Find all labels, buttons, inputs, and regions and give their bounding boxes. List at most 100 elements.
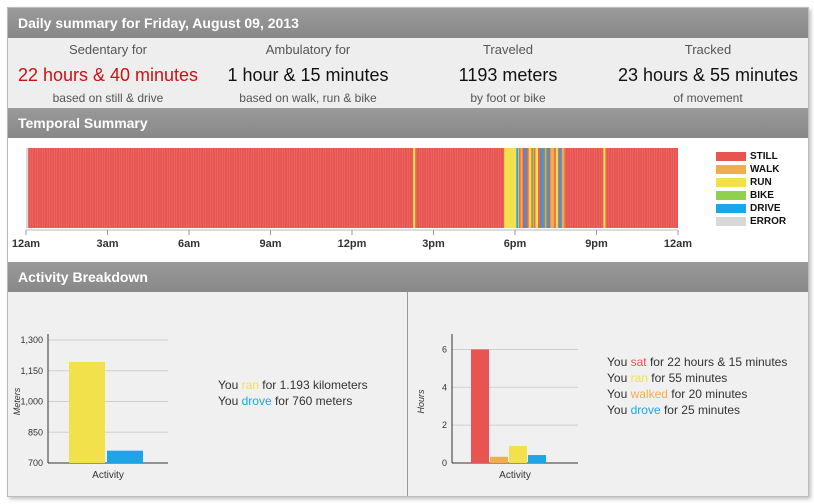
message-suffix: for 1.193 kilometers bbox=[258, 378, 368, 392]
daily-summary-panel: Daily summary for Friday, August 09, 201… bbox=[7, 7, 809, 497]
stat-label: Ambulatory for bbox=[265, 42, 351, 57]
legend-swatch bbox=[716, 178, 746, 187]
timeline-segment bbox=[413, 148, 416, 228]
stats-row: Sedentary for 22 hours & 40 minutes base… bbox=[8, 38, 808, 108]
timeline-segment bbox=[544, 148, 547, 228]
breakdown-message: You walked for 20 minutes bbox=[607, 386, 792, 402]
legend-label: BIKE bbox=[750, 190, 774, 201]
message-suffix: for 25 minutes bbox=[660, 403, 740, 417]
message-activity: drove bbox=[630, 403, 661, 417]
message-activity: ran bbox=[630, 371, 648, 385]
stat-label: Traveled bbox=[482, 42, 534, 57]
activity-breakdown: 700 850 1,000 1,150 1,300 Activity Meters You … bbox=[8, 292, 808, 496]
legend-swatch bbox=[716, 204, 746, 213]
message-activity: walked bbox=[630, 387, 668, 401]
breakdown-divider bbox=[407, 292, 408, 496]
timeline-tick-label: 3pm bbox=[422, 238, 445, 250]
breakdown-message: You ran for 55 minutes bbox=[607, 370, 792, 386]
stat-label: Sedentary for bbox=[68, 42, 148, 57]
y-tick-label: 2 bbox=[442, 420, 447, 430]
bar-run bbox=[69, 361, 105, 463]
message-suffix: for 760 meters bbox=[271, 394, 353, 408]
breakdown-title: Activity Breakdown bbox=[18, 269, 148, 285]
y-axis-label: Meters bbox=[12, 387, 22, 415]
legend-swatch bbox=[716, 165, 746, 174]
breakdown-message: You drove for 25 minutes bbox=[607, 402, 792, 418]
bar-run bbox=[509, 445, 527, 463]
message-prefix: You bbox=[607, 387, 631, 401]
temporal-header: Temporal Summary bbox=[8, 108, 808, 138]
y-tick-label: 6 bbox=[442, 344, 447, 354]
y-tick-label: 0 bbox=[442, 458, 447, 468]
timeline-segment bbox=[555, 148, 558, 228]
timeline-base bbox=[26, 148, 678, 228]
distance-messages: You ran for 1.193 kilometers You drove fo… bbox=[218, 377, 398, 409]
x-axis-label: Activity bbox=[92, 470, 124, 481]
temporal-title: Temporal Summary bbox=[18, 115, 148, 131]
bar-drive bbox=[528, 455, 546, 463]
message-activity: sat bbox=[630, 355, 647, 369]
timeline-tick-label: 3am bbox=[96, 238, 119, 250]
y-tick-label: 1,300 bbox=[20, 335, 43, 345]
timeline-tick-label: 9am bbox=[259, 238, 282, 250]
timeline-tick-label: 12am bbox=[663, 238, 693, 250]
bar-still bbox=[471, 349, 489, 463]
timeline-segment bbox=[516, 148, 519, 228]
message-prefix: You bbox=[607, 403, 631, 417]
y-tick-label: 1,150 bbox=[20, 366, 43, 376]
legend-label: RUN bbox=[750, 177, 772, 188]
breakdown-header: Activity Breakdown bbox=[8, 262, 808, 292]
distance-bar-chart: 700 850 1,000 1,150 1,300 Activity Meters bbox=[12, 334, 168, 481]
y-tick-label: 4 bbox=[442, 382, 447, 392]
message-suffix: for 20 minutes bbox=[667, 387, 748, 401]
message-prefix: You bbox=[607, 371, 631, 385]
stat-value: 1 hour & 15 minutes bbox=[227, 65, 389, 85]
y-tick-label: 1,000 bbox=[20, 397, 43, 407]
legend-swatch bbox=[716, 152, 746, 161]
summary-header: Daily summary for Friday, August 09, 201… bbox=[8, 8, 808, 38]
stat-label: Tracked bbox=[684, 42, 732, 57]
timeline-segment bbox=[504, 148, 520, 228]
timeline-segment bbox=[524, 148, 527, 228]
x-axis-label: Activity bbox=[499, 470, 531, 481]
stat-sub: based on still & drive bbox=[52, 91, 164, 105]
stat-value: 23 hours & 55 minutes bbox=[617, 65, 799, 85]
legend-label: DRIVE bbox=[750, 203, 781, 214]
temporal-chart: STILL WALK RUN BIKE DRIVE ERROR 12am 3am 6am 9am… bbox=[8, 138, 808, 262]
timeline-tick-label: 6am bbox=[177, 238, 201, 250]
message-prefix: You bbox=[218, 378, 242, 392]
legend-label: ERROR bbox=[750, 216, 787, 227]
timeline-segment bbox=[547, 148, 549, 228]
timeline-segment bbox=[520, 148, 523, 228]
legend-label: STILL bbox=[750, 151, 778, 162]
timeline-svg bbox=[25, 148, 679, 235]
timeline-segment bbox=[550, 148, 555, 228]
timeline-tick-label: 12pm bbox=[337, 238, 367, 250]
stat-sub: of movement bbox=[673, 91, 743, 105]
message-activity: drove bbox=[241, 394, 272, 408]
message-suffix: for 55 minutes bbox=[647, 371, 728, 385]
timeline-segment bbox=[532, 148, 535, 228]
time-messages: You sat for 22 hours & 15 minutes You ran… bbox=[607, 354, 792, 418]
breakdown-message: You sat for 22 hours & 15 minutes bbox=[607, 354, 792, 370]
stat-value: 1193 meters bbox=[458, 65, 558, 85]
message-prefix: You bbox=[218, 394, 242, 408]
breakdown-message: You drove for 760 meters bbox=[218, 393, 398, 409]
timeline-segment bbox=[535, 148, 539, 228]
y-tick-label: 700 bbox=[28, 458, 43, 468]
stat-sub: by foot or bike bbox=[470, 91, 546, 105]
stat-sub: based on walk, run & bike bbox=[239, 91, 377, 105]
message-suffix: for 22 hours & 15 minutes bbox=[646, 355, 788, 369]
message-prefix: You bbox=[607, 355, 631, 369]
bar-drive bbox=[107, 450, 143, 463]
timeline-tick-label: 6pm bbox=[503, 238, 527, 250]
timeline-segment bbox=[528, 148, 532, 228]
legend-label: WALK bbox=[750, 164, 780, 175]
timeline-segment bbox=[561, 148, 565, 228]
summary-title: Daily summary for Friday, August 09, 201… bbox=[18, 15, 299, 31]
time-bar-chart: 0 2 4 6 Activity Hours bbox=[416, 334, 578, 481]
timeline-segment bbox=[540, 148, 544, 228]
legend-swatch bbox=[716, 191, 746, 200]
y-axis-label: Hours bbox=[416, 389, 426, 414]
bar-walk bbox=[490, 456, 508, 463]
